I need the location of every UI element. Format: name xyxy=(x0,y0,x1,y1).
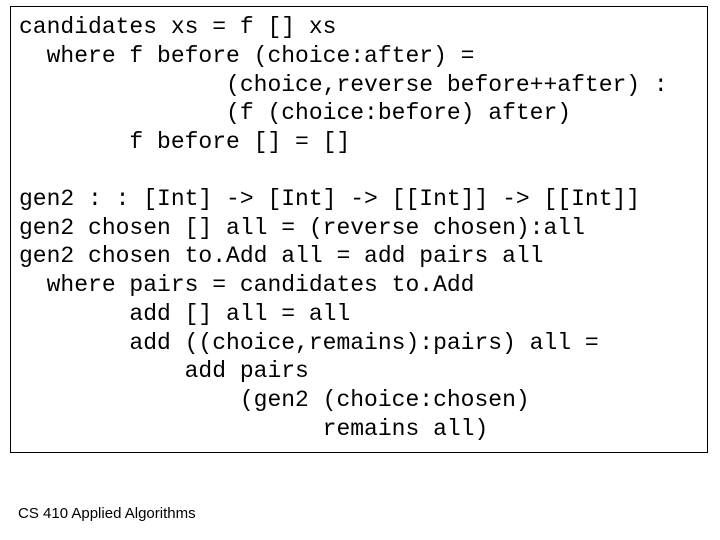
code-line: remains all) xyxy=(19,415,699,444)
code-line: (choice,reverse before++after) : xyxy=(19,71,699,100)
code-line: (f (choice:before) after) xyxy=(19,99,699,128)
code-line: add [] all = all xyxy=(19,300,699,329)
blank-line xyxy=(19,157,699,185)
code-line: gen2 chosen [] all = (reverse chosen):al… xyxy=(19,214,699,243)
code-line: (gen2 (choice:chosen) xyxy=(19,386,699,415)
code-line: candidates xs = f [] xs xyxy=(19,13,699,42)
code-line: f before [] = [] xyxy=(19,128,699,157)
code-line: gen2 : : [Int] -> [Int] -> [[Int]] -> [[… xyxy=(19,185,699,214)
code-line: where pairs = candidates to.Add xyxy=(19,271,699,300)
footer-text: CS 410 Applied Algorithms xyxy=(18,505,196,522)
code-line: gen2 chosen to.Add all = add pairs all xyxy=(19,242,699,271)
code-line: add ((choice,remains):pairs) all = xyxy=(19,329,699,358)
slide: candidates xs = f [] xs where f before (… xyxy=(0,0,720,540)
code-line: where f before (choice:after) = xyxy=(19,42,699,71)
code-box: candidates xs = f [] xs where f before (… xyxy=(10,6,708,453)
code-line: add pairs xyxy=(19,357,699,386)
